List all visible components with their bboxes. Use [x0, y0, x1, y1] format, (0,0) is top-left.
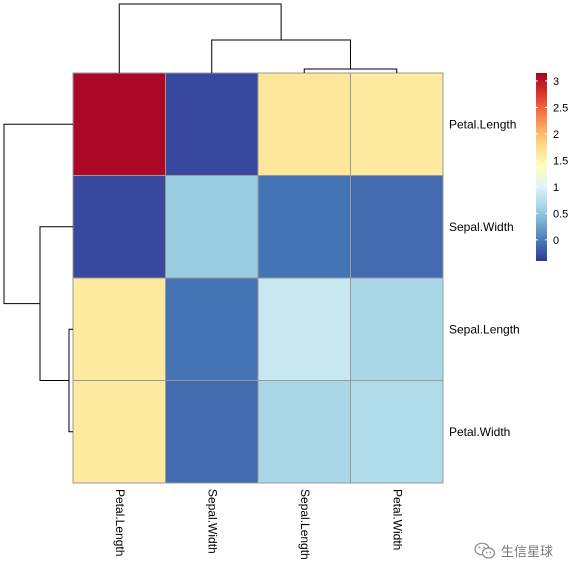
color-legend-label: 0.5 [553, 208, 568, 220]
column-label: Sepal.Length [298, 489, 312, 560]
heatmap-cell [257, 277, 351, 381]
row-label: Petal.Width [449, 425, 510, 439]
heatmap-cell [72, 380, 166, 484]
column-labels: Petal.Length Sepal.Width Sepal.Length Petal… [113, 489, 405, 560]
row-label: Sepal.Length [449, 322, 520, 336]
color-legend-label: 1.5 [553, 155, 568, 167]
heatmap-cell [72, 175, 166, 279]
row-label: Petal.Length [449, 117, 516, 131]
heatmap-cell [257, 175, 351, 279]
heatmap-cell [350, 380, 444, 484]
heatmap-cell [165, 380, 259, 484]
color-legend-bar [536, 73, 547, 261]
heatmap-cell [165, 72, 259, 176]
heatmap-cell [257, 72, 351, 176]
column-dendrogram-branch [303, 68, 398, 73]
column-label: Petal.Width [391, 489, 405, 550]
column-dendrogram [118, 3, 398, 73]
heatmap-cell [257, 380, 351, 484]
row-dendrogram-branch [39, 226, 73, 381]
heatmap-cell [72, 277, 166, 381]
color-legend-label: 1 [553, 182, 559, 194]
color-legend-label: 3 [553, 76, 559, 88]
row-dendrogram-branch [3, 123, 73, 305]
column-dendrogram-branch [211, 39, 351, 73]
heatmap-cell [165, 175, 259, 279]
row-dendrogram-branch [68, 328, 73, 433]
color-legend-label: 2 [553, 129, 559, 141]
color-legend-label: 2.5 [553, 102, 568, 114]
heatmap-cell [350, 175, 444, 279]
heatmap-cell [350, 72, 444, 176]
heatmap-cell [165, 277, 259, 381]
column-dendrogram-branch [118, 3, 282, 73]
row-label: Sepal.Width [449, 220, 514, 234]
watermark-text: 生信星球 [501, 544, 554, 559]
color-legend: 0 0.5 1 1.5 2 2.5 3 [536, 73, 568, 261]
watermark: 生信星球 [474, 541, 553, 560]
row-labels: Petal.Length Sepal.Width Sepal.Length Petal… [449, 117, 520, 439]
heatmap-cells [72, 72, 444, 484]
heatmap-cell [72, 72, 166, 176]
row-dendrogram [3, 123, 73, 433]
heatmap-cell [350, 277, 444, 381]
column-label: Petal.Length [113, 489, 127, 556]
color-legend-label: 0 [553, 235, 559, 247]
column-label: Sepal.Width [206, 489, 220, 554]
wechat-icon [474, 542, 496, 559]
